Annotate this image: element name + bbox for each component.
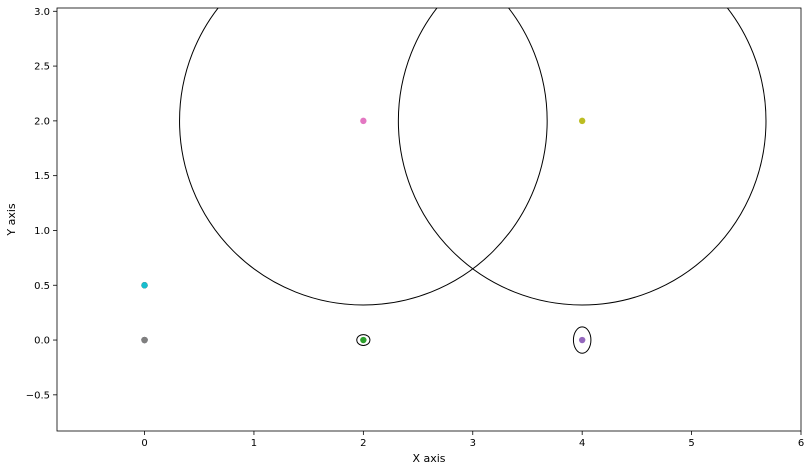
ellipse-3 xyxy=(572,326,592,354)
y-tick-label: 1.0 xyxy=(34,226,50,237)
data-point-3 xyxy=(360,336,367,344)
y-tick-label: −0.5 xyxy=(26,390,50,401)
x-tick-label: 2 xyxy=(360,438,366,449)
y-tick-label: 2.0 xyxy=(34,116,50,127)
y-tick-label: 0.5 xyxy=(34,281,50,292)
y-tick-label: 2.5 xyxy=(34,62,50,73)
x-tick-label: 0 xyxy=(141,438,147,449)
points-layer xyxy=(141,117,586,344)
y-ticks: −0.5 0.0 0.5 1.0 1.5 2.0 2.5 3.0 xyxy=(26,7,57,401)
x-tick-label: 6 xyxy=(798,438,804,449)
data-point-2 xyxy=(141,336,148,344)
y-tick-label: 0.0 xyxy=(34,336,50,347)
plot-frame xyxy=(56,7,802,432)
x-tick-label: 3 xyxy=(470,438,476,449)
data-point-5 xyxy=(360,117,367,125)
data-point-4 xyxy=(578,336,586,344)
x-axis-label: X axis xyxy=(412,452,445,465)
ellipse-1 xyxy=(397,8,767,306)
x-tick-label: 1 xyxy=(251,438,257,449)
ellipse-0 xyxy=(179,8,548,306)
ellipse-2 xyxy=(356,334,371,347)
y-axis-label: Y axis xyxy=(5,203,18,237)
x-ticks: 0 1 2 3 4 5 6 xyxy=(141,431,804,449)
x-tick-label: 5 xyxy=(688,438,694,449)
ellipses-layer xyxy=(179,8,767,354)
x-tick-label: 4 xyxy=(579,438,585,449)
y-tick-label: 3.0 xyxy=(34,7,50,18)
y-tick-label: 1.5 xyxy=(34,171,50,182)
data-point-6 xyxy=(578,117,586,125)
data-point-9 xyxy=(141,282,148,289)
